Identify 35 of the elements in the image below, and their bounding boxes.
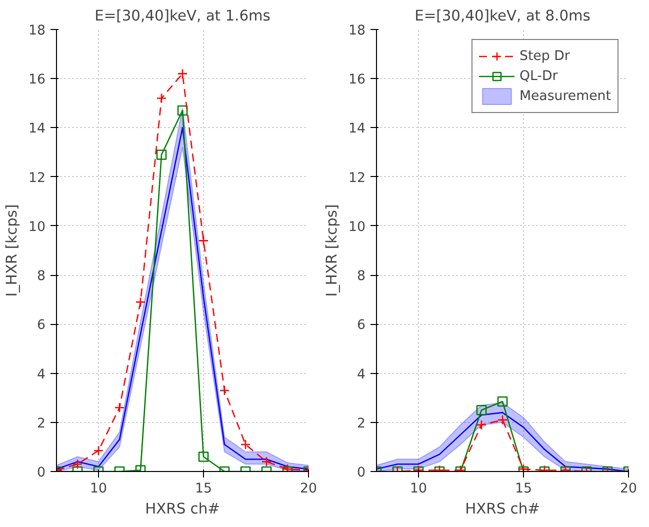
y-tick-label: 8 bbox=[37, 269, 46, 284]
x-tick-label: 15 bbox=[515, 482, 532, 496]
y-axis-title: I_HXR [kcps] bbox=[4, 204, 21, 297]
y-tick-label: 2 bbox=[37, 416, 46, 432]
chart-title: E=[30,40]keV, at 1.6ms bbox=[94, 8, 270, 24]
x-tick-label: 20 bbox=[620, 482, 637, 496]
y-tick-label: 6 bbox=[37, 318, 46, 334]
y-axis-title: I_HXR [kcps] bbox=[324, 204, 341, 297]
y-tick-label: 0 bbox=[37, 466, 46, 480]
y-tick-label: 10 bbox=[348, 220, 366, 235]
y-tick-label: 12 bbox=[348, 170, 366, 186]
x-tick-label: 15 bbox=[195, 482, 212, 496]
y-tick-label: 12 bbox=[28, 170, 46, 186]
y-tick-label: 4 bbox=[37, 367, 46, 382]
y-tick-label: 18 bbox=[348, 24, 366, 38]
x-axis-title: HXRS ch# bbox=[145, 500, 220, 518]
y-tick-label: 18 bbox=[28, 24, 46, 38]
chart-title: E=[30,40]keV, at 8.0ms bbox=[414, 8, 590, 24]
y-tick-label: 16 bbox=[28, 72, 46, 88]
legend-label: Step Dr bbox=[519, 48, 570, 64]
y-tick-label: 10 bbox=[28, 220, 46, 235]
y-tick-label: 14 bbox=[28, 122, 46, 137]
y-tick-label: 4 bbox=[357, 367, 366, 382]
y-tick-label: 2 bbox=[357, 416, 366, 432]
x-tick-label: 20 bbox=[300, 482, 317, 496]
x-tick-label: 10 bbox=[410, 482, 427, 496]
x-tick-label: 10 bbox=[90, 482, 107, 496]
y-tick-label: 16 bbox=[348, 72, 366, 88]
legend-label: Measurement bbox=[519, 88, 611, 104]
x-axis-title: HXRS ch# bbox=[465, 500, 540, 518]
y-tick-label: 0 bbox=[357, 466, 366, 480]
legend-label: QL-Dr bbox=[519, 68, 558, 84]
y-tick-label: 14 bbox=[348, 122, 366, 137]
y-tick-label: 8 bbox=[357, 269, 366, 284]
y-tick-label: 6 bbox=[357, 318, 366, 334]
